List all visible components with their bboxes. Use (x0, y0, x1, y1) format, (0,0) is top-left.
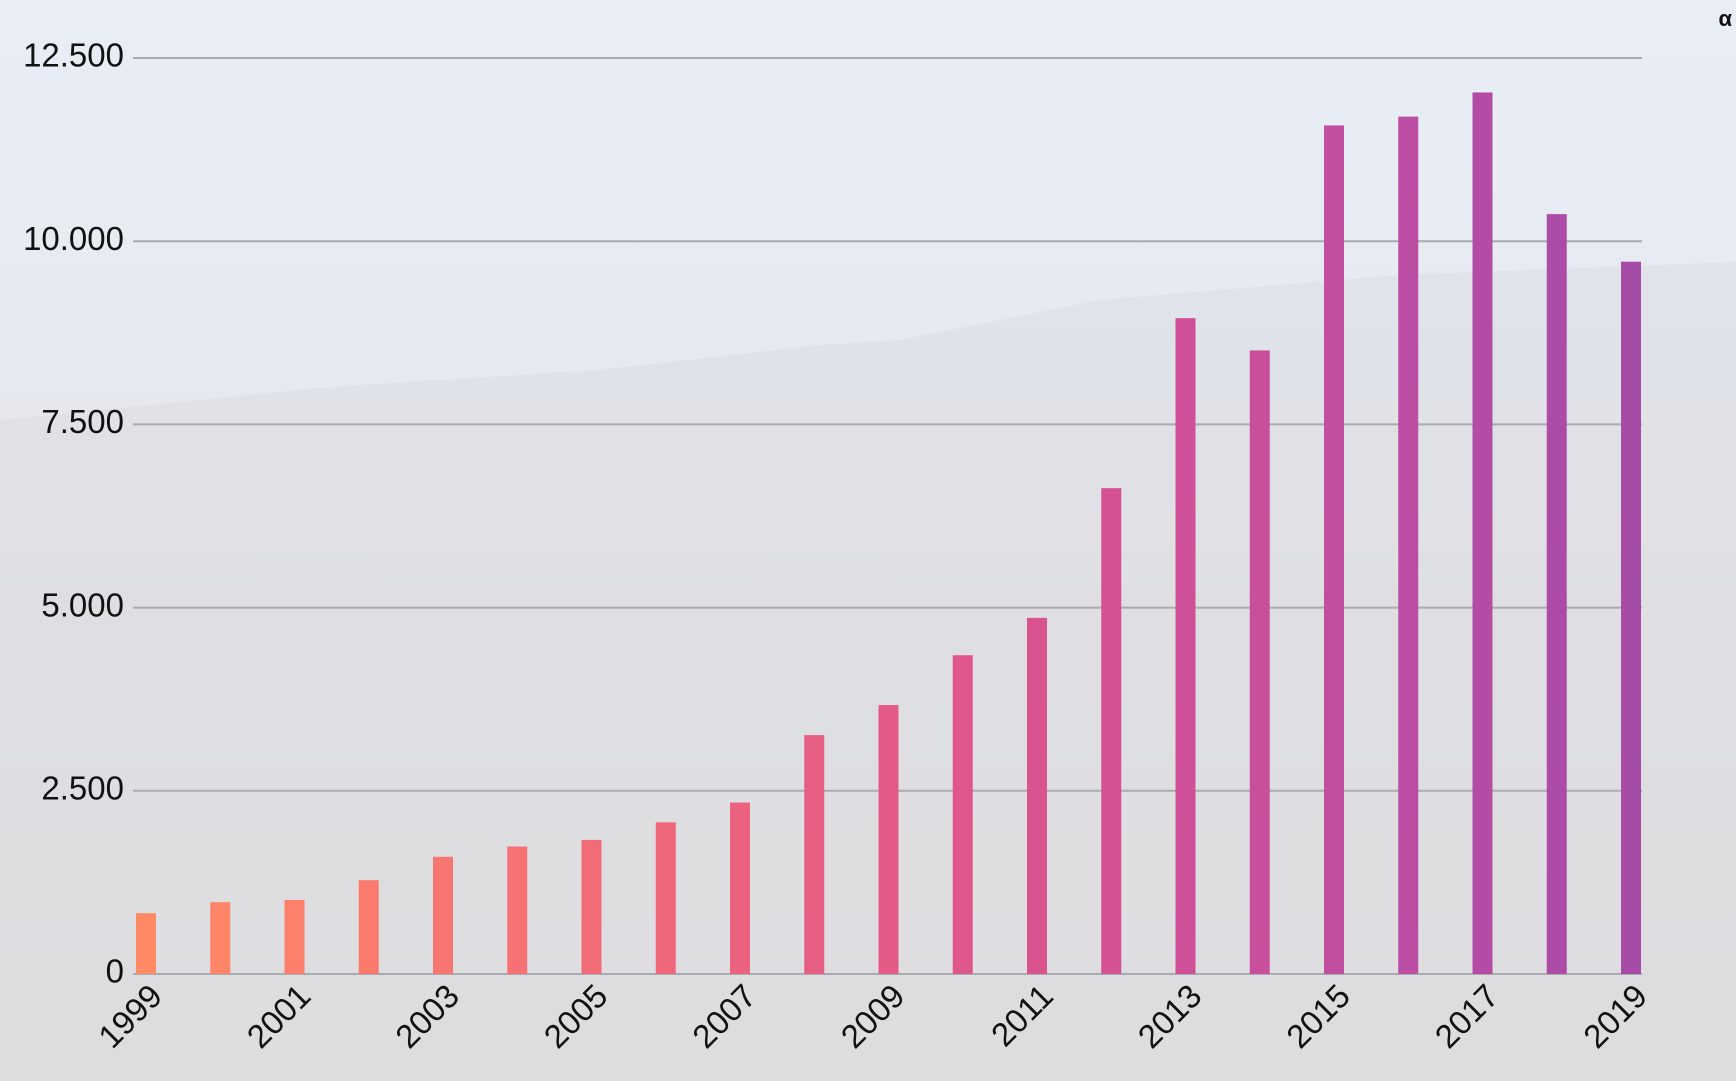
bar (730, 802, 750, 974)
y-tick-label: 0 (106, 953, 124, 990)
bar (581, 839, 602, 974)
bar (804, 735, 825, 974)
bar (1027, 617, 1047, 974)
bar (433, 856, 453, 974)
bar (655, 822, 676, 974)
bar (136, 913, 156, 974)
y-tick-label: 12.500 (23, 37, 124, 74)
bar (1621, 261, 1641, 975)
bar (1175, 318, 1196, 974)
y-tick-label: 2.500 (41, 770, 124, 807)
bar (1398, 116, 1419, 974)
y-tick-label: 7.500 (41, 403, 124, 440)
bar (1249, 350, 1270, 974)
bar (210, 902, 231, 974)
bar (284, 899, 305, 974)
y-tick-label: 5.000 (41, 586, 124, 623)
bar (1324, 125, 1344, 974)
annotation: α (1718, 6, 1732, 31)
bar (1546, 214, 1567, 974)
bar (952, 655, 973, 974)
bar (507, 846, 528, 974)
bar (878, 705, 899, 974)
bar (1472, 92, 1493, 975)
bar (358, 880, 379, 974)
bar (1101, 488, 1122, 974)
y-tick-label: 10.000 (23, 220, 124, 257)
